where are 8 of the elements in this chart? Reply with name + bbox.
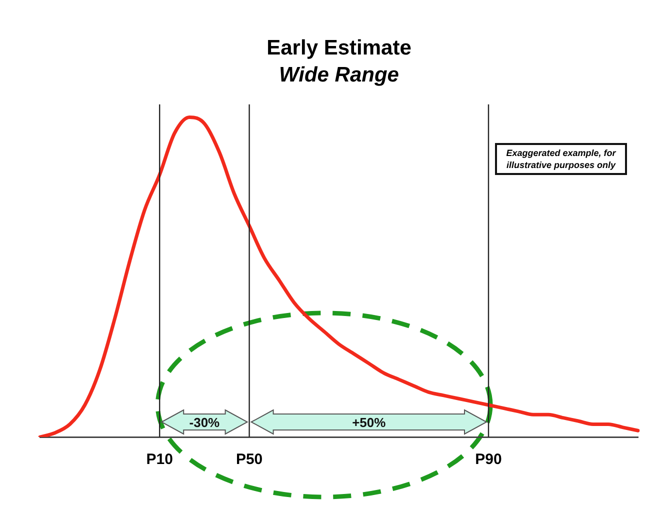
- x-tick-label: P90: [475, 451, 502, 468]
- x-tick-label: P10: [146, 451, 173, 468]
- annotation: -30%: [189, 415, 220, 430]
- chart-title: Early Estimate: [266, 36, 412, 60]
- annotation: +50%: [352, 415, 386, 430]
- annotation: Exaggerated example, for illustrative purposes only: [495, 143, 627, 175]
- chart-subtitle: Wide Range: [279, 64, 400, 87]
- x-tick-label: P50: [236, 451, 263, 468]
